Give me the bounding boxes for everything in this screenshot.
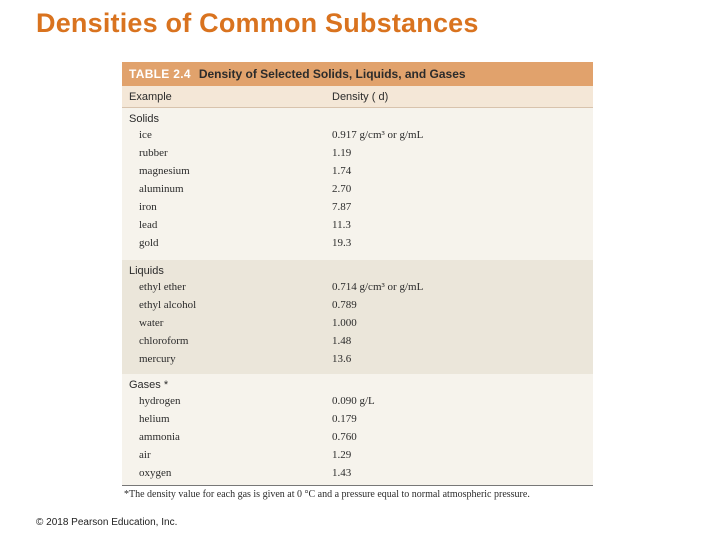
density-table: TABLE 2.4 Density of Selected Solids, Li…	[122, 62, 593, 503]
table-row: lead 11.3	[122, 216, 593, 234]
table-row: gold 19.3	[122, 234, 593, 252]
table-header: TABLE 2.4 Density of Selected Solids, Li…	[122, 62, 593, 86]
substance-name: magnesium	[139, 165, 190, 177]
table-title: Density of Selected Solids, Liquids, and…	[198, 67, 466, 81]
column-header-example: Example	[129, 90, 172, 103]
table-number: TABLE 2.4	[129, 67, 191, 81]
density-value: 0.714 g/cm³ or g/mL	[332, 281, 424, 293]
density-value: 19.3	[332, 237, 352, 249]
substance-name: chloroform	[139, 335, 189, 347]
density-value: 11.3	[332, 219, 351, 231]
substance-name: air	[139, 449, 151, 461]
substance-name: ice	[139, 129, 152, 141]
density-value: 13.6	[332, 353, 352, 365]
table-row: ethyl alcohol 0.789	[122, 296, 593, 314]
table-row: air 1.29	[122, 446, 593, 464]
table-row: chloroform 1.48	[122, 332, 593, 350]
table-row: rubber 1.19	[122, 144, 593, 162]
group-solids: Solids ice 0.917 g/cm³ or g/mL rubber 1.19…	[122, 108, 593, 260]
density-value: 0.760	[332, 431, 357, 443]
substance-name: ethyl alcohol	[139, 299, 197, 311]
density-value: 7.87	[332, 201, 352, 213]
column-header-density: Density ( d)	[332, 90, 389, 103]
substance-name: hydrogen	[139, 395, 181, 407]
substance-name: ammonia	[139, 431, 180, 443]
density-value: 2.70	[332, 183, 352, 195]
table-row: magnesium 1.74	[122, 162, 593, 180]
group-gases: Gases * hydrogen 0.090 g/L helium 0.179 am…	[122, 374, 593, 485]
group-title: Gases *	[129, 379, 169, 391]
density-value: 0.179	[332, 413, 357, 425]
group-title: Liquids	[129, 265, 164, 277]
column-headers: Example Density ( d)	[122, 86, 593, 108]
substance-name: iron	[139, 201, 157, 213]
table-row: mercury 13.6	[122, 350, 593, 368]
copyright-notice: © 2018 Pearson Education, Inc.	[36, 517, 178, 528]
substance-name: mercury	[139, 353, 176, 365]
table-row: oxygen 1.43	[122, 464, 593, 482]
table-row: hydrogen 0.090 g/L	[122, 392, 593, 410]
density-value: 0.917 g/cm³ or g/mL	[332, 129, 424, 141]
table-row: ethyl ether 0.714 g/cm³ or g/mL	[122, 278, 593, 296]
slide-title: Densities of Common Substances	[36, 8, 479, 38]
density-value: 1.43	[332, 467, 352, 479]
density-value: 1.74	[332, 165, 352, 177]
substance-name: water	[139, 317, 164, 329]
table-row: ice 0.917 g/cm³ or g/mL	[122, 126, 593, 144]
substance-name: aluminum	[139, 183, 184, 195]
substance-name: oxygen	[139, 467, 172, 479]
table-row: aluminum 2.70	[122, 180, 593, 198]
table-row: ammonia 0.760	[122, 428, 593, 446]
substance-name: ethyl ether	[139, 281, 186, 293]
table-row: water 1.000	[122, 314, 593, 332]
table-footnote: *The density value for each gas is given…	[122, 485, 593, 503]
density-value: 1.000	[332, 317, 357, 329]
table-row: iron 7.87	[122, 198, 593, 216]
substance-name: lead	[139, 219, 158, 231]
table-row: helium 0.179	[122, 410, 593, 428]
density-value: 0.789	[332, 299, 357, 311]
density-value: 0.090 g/L	[332, 395, 375, 407]
density-value: 1.19	[332, 147, 352, 159]
density-value: 1.29	[332, 449, 352, 461]
substance-name: rubber	[139, 147, 168, 159]
group-title: Solids	[129, 113, 159, 125]
density-value: 1.48	[332, 335, 352, 347]
substance-name: helium	[139, 413, 170, 425]
substance-name: gold	[139, 237, 159, 249]
group-liquids: Liquids ethyl ether 0.714 g/cm³ or g/mL e…	[122, 260, 593, 374]
